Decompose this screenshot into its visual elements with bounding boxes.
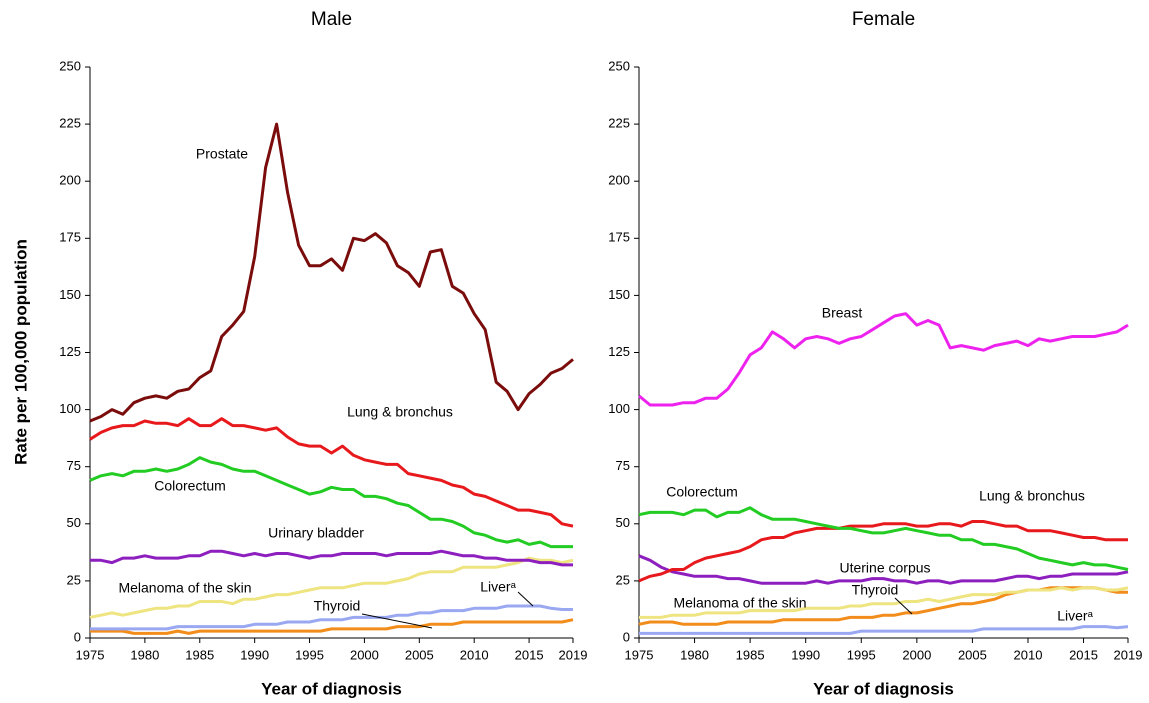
x-tick-label: 1985 [736, 647, 765, 662]
y-tick-label: 250 [59, 58, 81, 73]
x-tick-label: 2010 [460, 647, 489, 662]
y-tick-label: 150 [59, 287, 81, 302]
x-tick-label: 1990 [240, 647, 269, 662]
series-label: Urinary bladder [268, 525, 364, 541]
y-tick-label: 25 [616, 572, 630, 587]
y-tick-label: 75 [616, 458, 630, 473]
series-label: Prostate [196, 146, 248, 162]
y-tick-label: 50 [67, 515, 81, 530]
x-tick-label: 1990 [791, 647, 820, 662]
series-label: Thyroid [314, 598, 361, 614]
x-tick-label: 2019 [1114, 647, 1143, 662]
series-label: Liverᵃ [1057, 608, 1093, 624]
series-label: Uterine corpus [839, 560, 930, 576]
panel-title: Male [311, 9, 352, 30]
y-tick-label: 250 [608, 58, 630, 73]
y-tick-label: 225 [59, 116, 81, 131]
series-line [89, 417, 574, 528]
series-label: Colorectum [666, 484, 738, 500]
y-tick-label: 0 [74, 629, 81, 644]
leader-line [361, 613, 433, 629]
y-tick-label: 100 [608, 401, 630, 416]
x-tick-label: 2000 [350, 647, 379, 662]
x-tick-label: 1980 [130, 647, 159, 662]
series-label: Liverᵃ [480, 579, 516, 595]
x-tick-label: 1995 [847, 647, 876, 662]
series-label: Melanoma of the skin [673, 595, 806, 611]
y-tick-label: 150 [608, 287, 630, 302]
series-line [638, 506, 1129, 571]
x-tick-label: 2000 [902, 647, 931, 662]
x-tick-label: 2005 [405, 647, 434, 662]
y-tick-label: 100 [59, 401, 81, 416]
series-label: Lung & bronchus [979, 488, 1085, 504]
y-tick-label: 175 [608, 230, 630, 245]
y-tick-label: 50 [616, 515, 630, 530]
y-tick-label: 200 [608, 173, 630, 188]
y-tick-label: 175 [59, 230, 81, 245]
y-tick-label: 200 [59, 173, 81, 188]
y-tick-label: 225 [608, 116, 630, 131]
x-tick-label: 2010 [1014, 647, 1043, 662]
x-tick-label: 1975 [76, 647, 105, 662]
series-line [90, 618, 574, 635]
series-line [638, 520, 1128, 583]
x-tick-label: 2015 [515, 647, 544, 662]
series-line [638, 554, 1129, 585]
series-label: Lung & bronchus [347, 404, 453, 420]
series-line [639, 586, 1129, 619]
series-line [89, 122, 574, 423]
x-tick-label: 1985 [185, 647, 214, 662]
panel-title: Female [852, 9, 915, 30]
x-tick-label: 1980 [680, 647, 709, 662]
x-tick-label: 2019 [559, 647, 588, 662]
y-axis-title: Rate per 100,000 population [11, 239, 30, 465]
x-tick-label: 2015 [1069, 647, 1098, 662]
x-tick-label: 2005 [958, 647, 987, 662]
series-line [90, 549, 573, 567]
series-label: Melanoma of the skin [118, 580, 251, 596]
x-axis-title: Year of diagnosis [813, 679, 954, 698]
y-tick-label: 25 [67, 572, 81, 587]
series-line [90, 604, 573, 631]
series-line [89, 556, 574, 619]
y-tick-label: 0 [623, 629, 630, 644]
series-line [638, 312, 1129, 407]
x-axis-title: Year of diagnosis [261, 679, 402, 698]
y-tick-label: 75 [67, 458, 81, 473]
series-line [89, 456, 573, 549]
x-tick-label: 1975 [625, 647, 654, 662]
y-tick-label: 125 [608, 344, 630, 359]
series-line [639, 625, 1129, 635]
series-label: Thyroid [852, 582, 899, 598]
leader-line [517, 591, 534, 607]
series-label: Breast [822, 305, 863, 321]
leader-line [894, 597, 913, 615]
y-tick-label: 125 [59, 344, 81, 359]
x-tick-label: 1995 [295, 647, 324, 662]
series-label: Colorectum [154, 478, 226, 494]
